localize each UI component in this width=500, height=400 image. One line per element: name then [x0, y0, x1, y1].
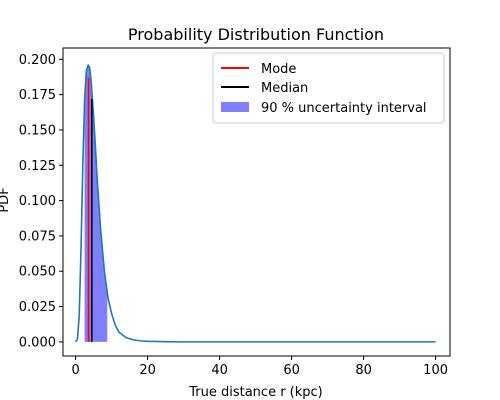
y-tick-label: 0.150 — [19, 123, 56, 138]
x-axis-ticks: 0 20 40 60 80 100 — [71, 356, 448, 378]
x-axis-label: True distance r (kpc) — [188, 385, 323, 400]
x-tick-label: 0 — [71, 363, 79, 378]
x-tick-label: 40 — [211, 363, 228, 378]
x-tick-label: 20 — [139, 363, 156, 378]
legend: Mode Median 90 % uncertainty interval — [212, 52, 445, 124]
y-tick-label: 0.125 — [19, 159, 56, 174]
legend-interval-swatch — [221, 102, 249, 112]
x-tick-label: 60 — [283, 363, 300, 378]
y-axis-ticks: 0.000 0.025 0.050 0.075 0.100 0.125 0.150 0.175… — [19, 53, 63, 350]
pdf-curve — [74, 64, 436, 343]
chart-title: Probability Distribution Function — [128, 25, 384, 44]
legend-mode-label: Mode — [261, 62, 296, 77]
legend-box — [212, 52, 445, 124]
y-tick-label: 0.100 — [19, 194, 56, 209]
y-tick-label: 0.050 — [19, 265, 56, 280]
x-tick-label: 100 — [423, 363, 448, 378]
uncertainty-interval-fill-layer — [84, 65, 108, 342]
axes-frame — [62, 47, 451, 357]
pdf-curve-layer — [74, 64, 436, 343]
legend-interval-label: 90 % uncertainty interval — [261, 101, 427, 116]
legend-median-label: Median — [261, 81, 308, 96]
uncertainty-interval-fill — [84, 65, 108, 342]
y-tick-label: 0.000 — [19, 335, 56, 350]
mode-median-marker-layer — [87, 77, 93, 342]
y-tick-label: 0.075 — [19, 229, 56, 244]
plot-frame — [62, 47, 451, 357]
y-tick-label: 0.200 — [19, 53, 56, 68]
y-tick-label: 0.025 — [19, 300, 56, 315]
y-axis-label: PDF — [0, 187, 12, 212]
y-tick-label: 0.175 — [19, 88, 56, 103]
x-tick-label: 80 — [355, 363, 372, 378]
